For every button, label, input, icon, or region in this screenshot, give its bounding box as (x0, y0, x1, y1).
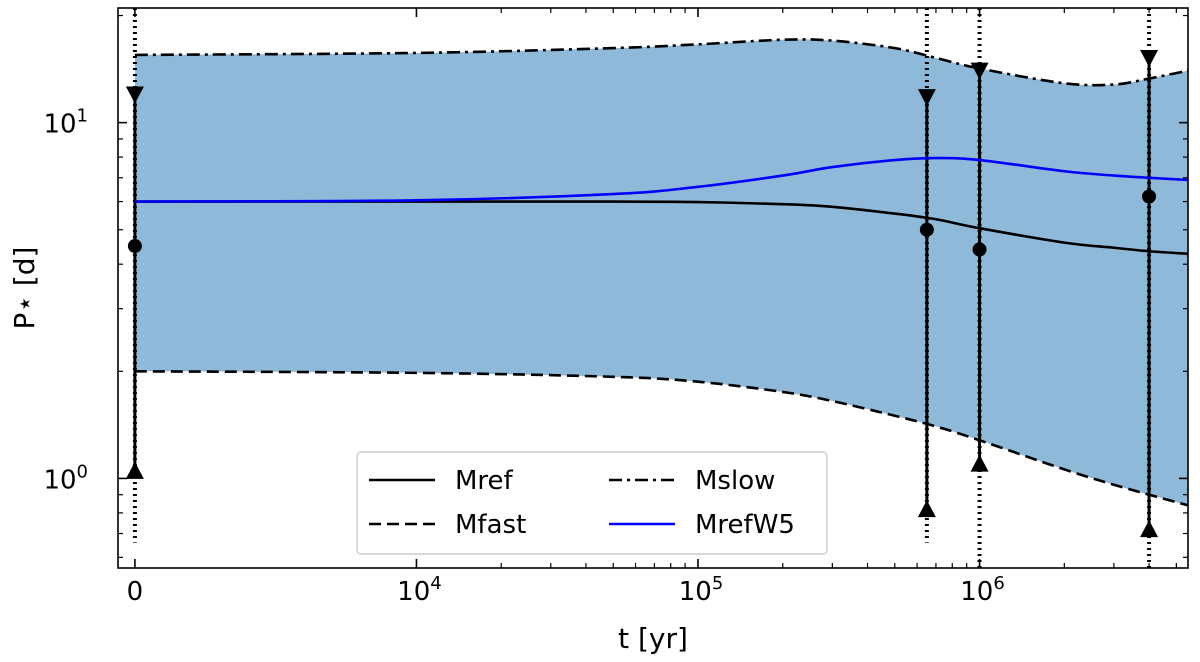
x-tick-label-1-base: 10 (397, 577, 430, 607)
plot-layer (125, 8, 1188, 568)
x-tick-label-2: 105 (679, 573, 724, 607)
lower-triangle-marker (917, 500, 936, 518)
upper-triangle-marker (917, 89, 936, 107)
lower-triangle-marker (970, 454, 989, 472)
median-marker (972, 242, 987, 257)
series-line-mref (134, 200, 1188, 256)
legend-box (356, 451, 828, 555)
x-tick-label-3-base: 10 (960, 577, 993, 607)
x-tick-label-3: 106 (960, 573, 1005, 607)
median-marker (127, 239, 142, 254)
series-line-mrefw5 (134, 156, 1188, 203)
x-tick-label-1: 104 (397, 573, 442, 607)
plot-area (125, 8, 1188, 568)
y-tick-label-0-exp: 0 (77, 461, 88, 482)
legend-label-mref: Mref (455, 466, 514, 496)
x-tick-label-3-exp: 6 (993, 573, 1004, 594)
observation-1 (917, 8, 936, 543)
upper-triangle-marker (1140, 49, 1159, 67)
y-tick-label-0: 100 (43, 461, 88, 495)
x-tick-label-2-base: 10 (679, 577, 712, 607)
median-marker (1142, 189, 1157, 204)
observation-0 (125, 8, 144, 543)
x-tick-label-1-exp: 4 (430, 573, 441, 594)
x-tick-label-0-base: 0 (127, 577, 144, 607)
x-axis-label: t [yr] (618, 622, 688, 655)
lower-triangle-marker (125, 461, 144, 479)
x-tick-label-0: 0 (127, 577, 144, 607)
y-tick-label-1: 101 (43, 106, 88, 140)
median-marker (919, 222, 934, 237)
series-line-mfast (134, 370, 1188, 507)
legend-label-mrefw5: MrefW5 (695, 510, 795, 540)
band-fill (134, 39, 1188, 506)
y-tick-label-0-base: 10 (43, 465, 76, 495)
legend: Mref Mslow Mfast MrefW5 (356, 451, 828, 555)
y-tick-label-1-exp: 1 (77, 106, 88, 127)
series-line-mslow (134, 38, 1188, 87)
y-tick-label-1-base: 10 (43, 110, 76, 140)
upper-triangle-marker (125, 86, 144, 104)
observation-3 (1140, 8, 1159, 568)
x-tick-label-2-exp: 5 (712, 573, 723, 594)
lower-triangle-marker (1140, 520, 1159, 538)
y-axis-label: P⋆ [d] (8, 247, 41, 330)
legend-label-mslow: Mslow (695, 466, 775, 496)
legend-label-mfast: Mfast (455, 510, 526, 540)
axes-frame (117, 7, 1189, 569)
